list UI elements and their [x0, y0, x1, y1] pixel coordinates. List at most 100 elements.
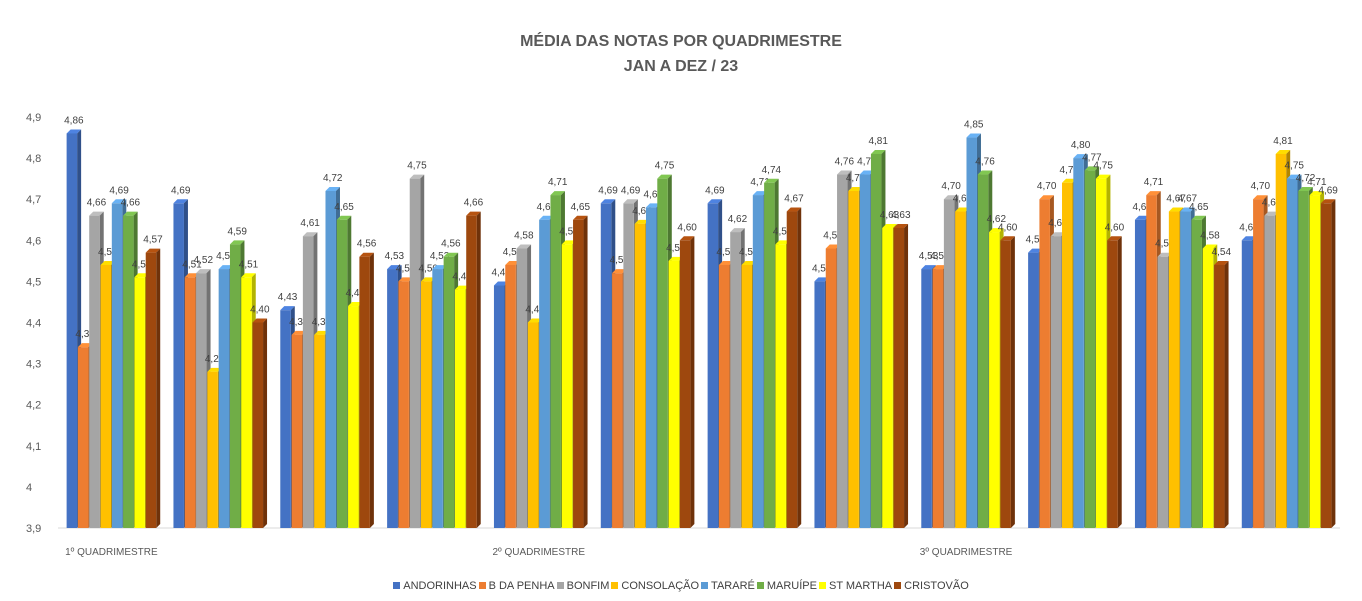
- chart-legend: ANDORINHAS B DA PENHA BONFIM CONSOLAÇÃO TARA…: [0, 580, 1362, 592]
- data-label: 4,77: [1082, 152, 1102, 163]
- bar-top: [1028, 248, 1043, 253]
- bar-top: [66, 129, 82, 134]
- bar-side: [797, 207, 802, 528]
- bar: [1241, 240, 1253, 529]
- data-label: 4,53: [216, 251, 236, 262]
- bar-top: [1320, 199, 1336, 204]
- bar-top: [966, 133, 981, 138]
- bar: [786, 211, 798, 528]
- data-label: 4,71: [1307, 177, 1327, 188]
- bar: [527, 322, 539, 528]
- data-label: 4,49: [491, 268, 511, 279]
- bar-top: [752, 191, 768, 196]
- bar: [229, 244, 241, 528]
- data-label: 4,70: [941, 181, 961, 192]
- data-label: 4,74: [1060, 165, 1080, 176]
- bar-top: [111, 199, 127, 204]
- data-label: 4,60: [998, 222, 1018, 233]
- bar: [302, 236, 314, 528]
- bar: [348, 306, 359, 528]
- data-label: 4,50: [419, 263, 439, 274]
- bar: [539, 219, 550, 528]
- bar: [848, 190, 859, 529]
- bar-top: [764, 178, 779, 183]
- bar: [573, 219, 584, 528]
- data-label: 4,69: [705, 185, 725, 196]
- legend-swatch: [478, 582, 486, 589]
- data-label: 4,64: [632, 206, 652, 217]
- bar-top: [1168, 207, 1184, 212]
- bar-top: [1191, 215, 1206, 220]
- legend-label: ST MARTHA: [828, 580, 893, 592]
- y-tick-label: 4,9: [26, 112, 41, 124]
- data-label: 4,66: [1262, 198, 1282, 209]
- bar: [387, 269, 398, 528]
- bar: [837, 174, 848, 529]
- data-label: 4,67: [953, 194, 973, 205]
- data-label: 4,66: [121, 198, 141, 209]
- bar: [505, 264, 516, 528]
- bar-top: [1039, 195, 1054, 200]
- bar: [1309, 195, 1321, 528]
- bar-top: [280, 306, 295, 311]
- data-label: 4,65: [571, 202, 591, 213]
- bar-top: [814, 277, 829, 282]
- bar-top: [134, 273, 149, 278]
- data-label: 4,65: [1132, 202, 1152, 213]
- data-label: 4,57: [1026, 235, 1046, 246]
- y-tick-label: 4: [26, 482, 32, 494]
- data-label: 4,62: [728, 214, 748, 225]
- bar: [100, 264, 112, 528]
- bar: [679, 240, 691, 529]
- data-label: 4,58: [514, 231, 534, 242]
- x-category-label: 1º QUADRIMESTRE: [65, 547, 158, 558]
- data-label: 4,60: [677, 222, 697, 233]
- bar: [707, 203, 719, 528]
- bar-top: [668, 256, 684, 261]
- y-tick-label: 4,2: [26, 400, 41, 412]
- bar-top: [89, 211, 104, 216]
- bar: [1107, 240, 1118, 529]
- legend-item: TARARÉ: [701, 580, 755, 592]
- bar-top: [561, 240, 577, 245]
- bar-top: [848, 186, 863, 191]
- data-label: 4,62: [987, 214, 1007, 225]
- data-label: 4,54: [503, 247, 523, 258]
- bar-top: [1253, 195, 1268, 200]
- legend-label: B DA PENHA: [488, 580, 555, 592]
- bar: [314, 334, 325, 528]
- bar-top: [466, 211, 481, 216]
- legend-swatch: [393, 582, 401, 589]
- bar-top: [550, 191, 565, 196]
- bar: [989, 232, 1000, 528]
- bar: [1320, 203, 1332, 528]
- legend-label: CRISTOVÃO: [904, 580, 969, 592]
- bar-top: [505, 260, 520, 265]
- bar: [291, 334, 303, 528]
- bar: [893, 227, 905, 528]
- bar-top: [1095, 174, 1111, 179]
- bar-top: [870, 149, 886, 154]
- bar: [359, 256, 370, 528]
- data-label: 4,60: [1105, 222, 1125, 233]
- data-label: 4,54: [1212, 247, 1232, 258]
- data-label: 4,34: [75, 329, 95, 340]
- bar: [921, 269, 932, 528]
- bar: [870, 153, 882, 529]
- bar: [1062, 182, 1073, 528]
- legend-swatch: [894, 582, 902, 589]
- bar-top: [1073, 154, 1088, 159]
- bar: [196, 273, 207, 528]
- bar: [77, 347, 89, 528]
- bar: [145, 252, 157, 528]
- data-label: 4,72: [323, 173, 343, 184]
- bar-top: [454, 285, 470, 290]
- data-label: 4,67: [1166, 194, 1186, 205]
- bar: [111, 203, 123, 528]
- x-category-label: 3º QUADRIMESTRE: [920, 547, 1013, 558]
- bar: [280, 310, 291, 528]
- bar: [432, 269, 443, 528]
- bar-side: [476, 211, 481, 528]
- bar-top: [218, 265, 234, 270]
- bar-top: [123, 211, 138, 216]
